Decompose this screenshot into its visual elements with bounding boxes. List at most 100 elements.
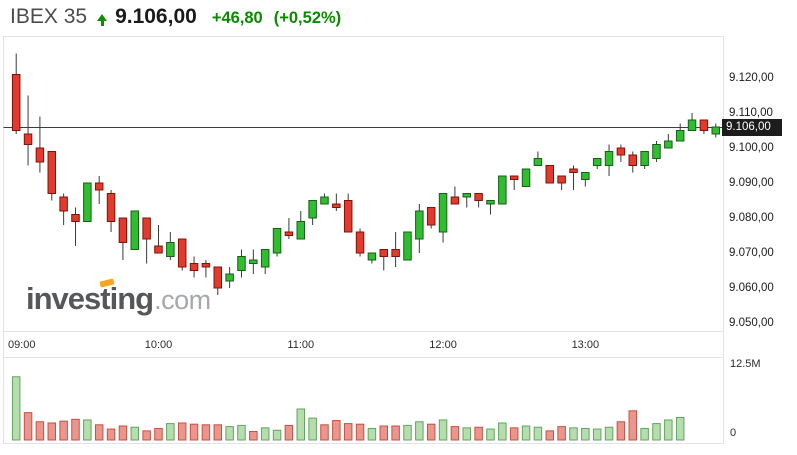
volume-bar-53 <box>640 427 649 441</box>
candle-body <box>355 231 365 254</box>
volume-bar-12 <box>154 427 163 441</box>
volume-bar-48 <box>581 427 590 441</box>
chart-frame <box>3 36 724 444</box>
candle-body <box>415 210 424 240</box>
candle-58 <box>699 119 709 134</box>
price-tick-label: 9.050,00 <box>729 316 774 329</box>
volume-bar-29 <box>355 423 365 441</box>
volume-bar-6 <box>83 419 92 441</box>
candle-47 <box>569 165 578 190</box>
candle-body <box>675 130 685 142</box>
candle-32 <box>391 232 400 267</box>
volume-bar-7 <box>94 424 104 441</box>
candle-body <box>189 263 199 271</box>
quote-header: IBEX 35 9.106,00 +46,80 (+0,52%) <box>10 5 341 35</box>
candle-24 <box>296 211 306 240</box>
volume-bar-28 <box>343 423 353 441</box>
candle-body <box>130 210 140 250</box>
candle-body <box>521 168 531 187</box>
candle-body <box>628 154 638 166</box>
candle-body <box>332 203 341 208</box>
candle-34 <box>415 204 424 253</box>
candle-body <box>237 256 246 271</box>
candle-15 <box>189 256 199 278</box>
candle-body <box>450 196 460 205</box>
volume-bar-8 <box>106 428 116 441</box>
candle-59 <box>711 123 721 138</box>
up-arrow-icon <box>96 13 108 27</box>
candle-body <box>213 266 223 289</box>
candle-body <box>83 182 92 222</box>
candle-12 <box>154 225 163 254</box>
candle-body <box>391 249 400 257</box>
candle-53 <box>640 151 649 169</box>
price-tick-label: 9.080,00 <box>729 211 774 224</box>
volume-bar-3 <box>47 422 57 441</box>
volume-bar-44 <box>533 426 543 441</box>
candle-27 <box>332 193 341 211</box>
candle-33 <box>403 231 412 261</box>
candle-body <box>474 193 483 201</box>
volume-bar-23 <box>284 424 294 441</box>
volume-bar-56 <box>675 417 685 441</box>
candle-body <box>272 228 282 254</box>
candle-body <box>426 207 436 226</box>
candle-body <box>308 200 317 219</box>
volume-bar-16 <box>201 424 211 441</box>
volume-bar-26 <box>320 424 329 441</box>
volume-bar-10 <box>130 426 140 441</box>
volume-bar-54 <box>652 423 661 441</box>
candle-body <box>486 200 495 205</box>
price-tick-label: 9.100,00 <box>729 141 774 154</box>
instrument-name: IBEX 35 <box>10 5 88 28</box>
volume-bar-39 <box>474 426 483 441</box>
volume-bar-25 <box>308 417 317 441</box>
volume-bar-11 <box>142 430 151 441</box>
candle-body <box>106 193 116 222</box>
candle-body <box>509 175 519 180</box>
candle-body <box>94 182 104 191</box>
candle-36 <box>438 193 448 243</box>
candle-40 <box>486 200 495 215</box>
candle-1 <box>23 95 33 166</box>
candle-body <box>11 74 21 131</box>
candle-42 <box>509 175 519 190</box>
volume-bar-2 <box>35 421 45 441</box>
volume-bar-35 <box>426 423 436 441</box>
candle-body <box>557 175 566 184</box>
volume-bar-1 <box>23 412 33 441</box>
volume-bar-43 <box>521 425 531 441</box>
volume-bar-34 <box>415 421 424 441</box>
candle-11 <box>142 217 151 264</box>
candle-31 <box>379 249 389 271</box>
candle-body <box>604 151 614 166</box>
candle-25 <box>308 200 317 225</box>
candle-7 <box>94 176 104 204</box>
candle-35 <box>426 207 436 229</box>
candle-0 <box>11 53 21 134</box>
volume-bar-22 <box>272 429 282 441</box>
candle-body <box>379 249 389 257</box>
candle-body <box>533 158 543 166</box>
candle-39 <box>474 193 483 208</box>
candle-body <box>592 158 602 166</box>
candle-body <box>616 147 626 156</box>
candle-body <box>367 252 377 261</box>
candle-body <box>498 175 507 205</box>
volume-bar-19 <box>237 424 246 441</box>
candle-51 <box>616 144 626 162</box>
candle-body <box>177 238 187 268</box>
volume-bar-42 <box>509 427 519 441</box>
candle-54 <box>652 141 661 162</box>
candle-57 <box>687 113 697 131</box>
volume-bar-5 <box>71 418 80 441</box>
candle-17 <box>213 266 223 295</box>
candle-49 <box>592 158 602 169</box>
candle-body <box>581 172 590 180</box>
time-tick-label: 12:00 <box>429 339 457 351</box>
candle-body <box>166 242 175 257</box>
candle-body <box>664 140 673 149</box>
candle-body <box>652 144 661 159</box>
logo-text-left: inves <box>26 281 101 316</box>
